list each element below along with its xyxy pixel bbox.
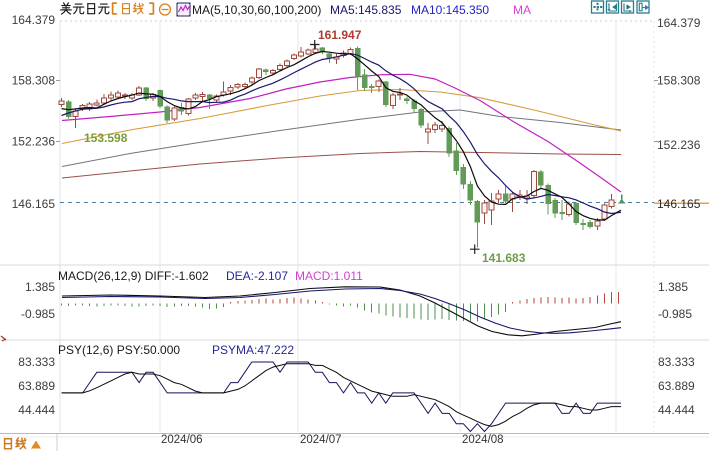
svg-text:164.379: 164.379 xyxy=(12,13,56,27)
svg-text:MA10:145.350: MA10:145.350 xyxy=(411,3,489,17)
svg-text:44.444: 44.444 xyxy=(18,403,55,417)
svg-text:DEA:-2.107: DEA:-2.107 xyxy=(226,269,288,283)
svg-text:161.947: 161.947 xyxy=(318,28,362,42)
svg-text:63.889: 63.889 xyxy=(18,379,55,393)
svg-text:1.385: 1.385 xyxy=(25,280,55,294)
svg-text:141.683: 141.683 xyxy=(482,251,526,265)
svg-text:MA5:145.835: MA5:145.835 xyxy=(330,3,402,17)
svg-text:83.333: 83.333 xyxy=(658,355,695,369)
svg-text:164.379: 164.379 xyxy=(657,16,701,30)
svg-text:PSY(12,6) PSY:50.000: PSY(12,6) PSY:50.000 xyxy=(58,343,180,357)
svg-text:152.236: 152.236 xyxy=(12,135,56,149)
svg-text:146.165: 146.165 xyxy=(657,197,701,211)
svg-text:2024/06: 2024/06 xyxy=(161,434,203,446)
svg-text:146.165: 146.165 xyxy=(12,197,56,211)
svg-text:152.236: 152.236 xyxy=(657,138,701,152)
svg-text:44.444: 44.444 xyxy=(658,403,695,417)
svg-text:83.333: 83.333 xyxy=(18,355,55,369)
svg-text:158.308: 158.308 xyxy=(12,74,56,88)
svg-text:-0.985: -0.985 xyxy=(658,307,692,321)
svg-text:153.598: 153.598 xyxy=(84,131,128,145)
svg-text:158.308: 158.308 xyxy=(657,74,701,88)
svg-text:1.385: 1.385 xyxy=(658,280,688,294)
svg-text:63.889: 63.889 xyxy=(658,379,695,393)
svg-text:MACD:1.011: MACD:1.011 xyxy=(295,269,363,283)
svg-text:2024/07: 2024/07 xyxy=(300,434,342,446)
svg-text:MA: MA xyxy=(513,3,531,17)
svg-text:MA(5,10,30,60,100,200): MA(5,10,30,60,100,200) xyxy=(192,3,321,17)
svg-text:MACD(26,12,9) DIFF:-1.602: MACD(26,12,9) DIFF:-1.602 xyxy=(58,269,209,283)
svg-text:PSYMA:47.222: PSYMA:47.222 xyxy=(212,343,294,357)
svg-text:-0.985: -0.985 xyxy=(21,307,55,321)
svg-text:2024/08: 2024/08 xyxy=(462,434,504,446)
